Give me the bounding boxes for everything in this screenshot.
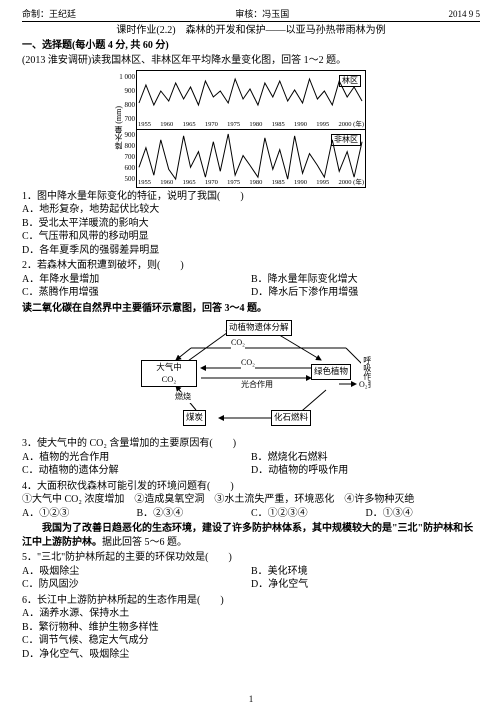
section-1: 一、选择题(每小题 4 分, 共 60 分): [22, 39, 480, 53]
q4-line: ①大气中 CO₂ 浓度增加 ②造成臭氧空洞 ③水土流失严重，环境恶化 ④许多物种…: [22, 493, 480, 507]
page-number: 1: [0, 693, 502, 705]
header: 命制：王纪廷 审核：冯玉国 2014 9 5: [22, 8, 480, 22]
q2-stem: 2．若森林大面积遭到破坏，则( ): [22, 259, 480, 273]
q5-opts: A．吸烟除尘 B．美化环境 C．防风固沙 D．净化空气: [22, 565, 480, 592]
q2-opt-d: D．降水后下渗作用增强: [251, 286, 480, 300]
lbl-co2-a: CO₂: [241, 358, 255, 369]
q5-opt-c: C．防风固沙: [22, 578, 251, 592]
q1-opt-c: C．气压带和风带的移动明显: [22, 230, 480, 244]
q3-opts: A．植物的光合作用 B．燃烧化石燃料 C．动植物的遗体分解 D．动植物的呼吸作用: [22, 451, 480, 478]
co2-cycle-diagram: 大气中 CO₂ 动植物遗体分解 绿色植物 化石燃料 煤炭 CO₂ 光合作用 呼吸…: [22, 318, 480, 434]
q4-opt-c: C．①②③④: [251, 507, 366, 521]
xticks-nonforest: 1955196019651970197519801985199019952000…: [137, 179, 365, 188]
q1-opt-b: B．受北太平洋暖流的影响大: [22, 217, 480, 231]
q1-opt-a: A．地形复杂，地势起伏比较大: [22, 203, 480, 217]
q4-opt-a: A．①②③: [22, 507, 137, 521]
q1-stem: 1．图中降水量年际变化的特征，说明了我国( ): [22, 190, 480, 204]
q5-opt-d: D．净化空气: [251, 578, 480, 592]
q5-opt-a: A．吸烟除尘: [22, 565, 251, 579]
q3-stem: 3．使大气中的 CO₂ 含量增加的主要原因有( ): [22, 437, 480, 451]
q2-opts: A．年降水量增加 B．降水量年际变化增大 C．蒸腾作用增强 D．降水后下渗作用增…: [22, 273, 480, 300]
box-decompose: 动植物遗体分解: [226, 320, 292, 335]
chart-panel-forest: 1 000 900 800 700 林区 1955196019651970197…: [137, 71, 365, 129]
author: 命制：王纪廷: [22, 8, 76, 20]
q6-opt-c: C．调节气候、稳定大气成分: [22, 634, 480, 648]
q6-stem: 6．长江中上游防护林所起的生态作用是( ): [22, 594, 480, 608]
q4-opts: A．①②③ B．②③④ C．①②③④ D．①③④: [22, 507, 480, 521]
box-fossil: 化石燃料: [271, 410, 311, 425]
lbl-burn: 燃烧: [175, 392, 191, 403]
q1-opt-d: D．各年夏季风的强弱差异明显: [22, 244, 480, 258]
precip-chart: 降水量 (mm) 1 000 900 800 700 林区 1955196019…: [22, 70, 480, 188]
q3-opt-c: C．动植物的遗体分解: [22, 464, 251, 478]
q2-opt-b: B．降水量年际变化增大: [251, 273, 480, 287]
intro-1: (2013 淮安调研)读我国林区、非林区年平均降水量变化图，回答 1～2 题。: [22, 54, 480, 68]
q5-stem: 5．"三北"防护林所起的主要的环保功效是( ): [22, 551, 480, 565]
q2-opt-a: A．年降水量增加: [22, 273, 251, 287]
q3-opt-b: B．燃烧化石燃料: [251, 451, 480, 465]
date: 2014 9 5: [449, 8, 481, 20]
q3-opt-a: A．植物的光合作用: [22, 451, 251, 465]
box-atm-co2: 大气中 CO₂: [141, 360, 197, 387]
reviewer: 审核：冯玉国: [235, 8, 289, 20]
lbl-co2-b: CO₂: [231, 338, 245, 349]
box-plant: 绿色植物: [311, 364, 351, 379]
q4-opt-b: B．②③④: [137, 507, 252, 521]
q3-opt-d: D．动植物的呼吸作用: [251, 464, 480, 478]
q6-opt-a: A．涵养水源、保持水土: [22, 607, 480, 621]
q4-opt-d: D．①③④: [366, 507, 481, 521]
q6-opt-b: B．繁衍物种、维护生物多样性: [22, 621, 480, 635]
q4-stem: 4．大面积砍伐森林可能引发的环境问题有( ): [22, 480, 480, 494]
intro-2: 读二氧化碳在自然界中主要循环示意图，回答 3～4 题。: [22, 302, 480, 316]
intro-3: 我国为了改善日趋恶化的生态环境，建设了许多防护林体系，其中规模较大的是"三北"防…: [22, 522, 480, 549]
worksheet-title: 课时作业(2.2) 森林的开发和保护——以亚马孙热带雨林为例: [22, 24, 480, 38]
q2-opt-c: C．蒸腾作用增强: [22, 286, 251, 300]
q5-opt-b: B．美化环境: [251, 565, 480, 579]
q6-opt-d: D．净化空气、吸烟除尘: [22, 648, 480, 662]
chart-panel-nonforest: 900 800 700 600 500 非林区 1955196019651970…: [137, 129, 365, 187]
lbl-photo: 光合作用: [241, 380, 273, 391]
lbl-o2: O₂: [359, 380, 368, 391]
box-coal: 煤炭: [183, 410, 206, 425]
